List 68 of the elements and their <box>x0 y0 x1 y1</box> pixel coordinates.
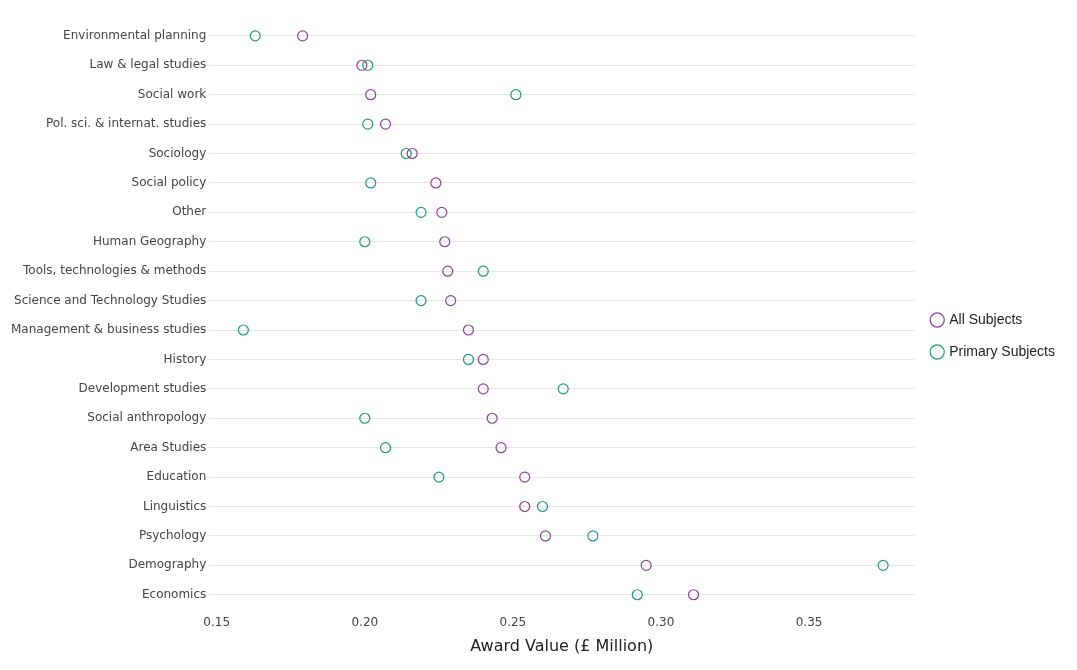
point <box>296 30 309 42</box>
y-tick-label: Education <box>146 469 207 484</box>
point <box>877 559 889 571</box>
point <box>442 265 454 277</box>
y-tick-label: Environmental planning <box>63 27 207 42</box>
point <box>477 383 489 395</box>
point <box>430 177 442 189</box>
point <box>462 324 475 336</box>
point <box>379 118 392 130</box>
y-tick-label: Management & business studies <box>10 322 207 337</box>
point <box>249 30 261 42</box>
point <box>439 236 451 248</box>
point <box>379 442 392 454</box>
point <box>539 530 552 542</box>
point <box>462 353 475 366</box>
point <box>519 500 531 513</box>
y-tick-label: Social policy <box>131 175 207 190</box>
point <box>631 589 643 601</box>
point <box>477 265 489 277</box>
y-tick-label: Tools, technologies & methods <box>22 263 207 278</box>
point <box>557 383 569 395</box>
point <box>400 147 412 160</box>
point <box>365 177 377 189</box>
point <box>495 442 507 454</box>
legend-label: Primary Subjects <box>949 342 1056 359</box>
y-tick-label: Sociology <box>148 145 207 160</box>
x-tick-label: 0.15 <box>203 614 231 629</box>
point <box>359 236 371 248</box>
y-tick-label: Law & legal studies <box>89 57 207 72</box>
y-tick-label: Science and Technology Studies <box>14 292 207 307</box>
point <box>362 118 374 130</box>
point <box>433 471 445 483</box>
point <box>359 412 371 424</box>
point <box>415 206 427 218</box>
point <box>436 206 448 218</box>
x-tick-label: 0.35 <box>795 614 823 629</box>
y-tick-label: Other <box>172 204 207 219</box>
y-tick-label: Linguistics <box>142 498 207 513</box>
point <box>415 294 427 307</box>
point <box>486 412 498 424</box>
point <box>477 353 489 366</box>
y-tick-label: Human Geography <box>92 233 207 248</box>
legend-label: All Subjects <box>949 310 1023 327</box>
point <box>536 500 549 513</box>
point <box>356 59 368 71</box>
y-tick-label: Pol. sci. & internat. studies <box>46 116 207 131</box>
point <box>519 471 531 483</box>
point <box>687 589 700 601</box>
point <box>406 147 418 160</box>
x-axis-title: Award Value (£ Million) <box>470 635 654 655</box>
y-tick-label: Economics <box>141 586 207 601</box>
point <box>237 324 249 336</box>
y-tick-label: Social work <box>137 86 207 101</box>
y-tick-label: Area Studies <box>130 439 207 454</box>
point <box>445 294 457 307</box>
point <box>640 559 652 571</box>
x-tick-label: 0.30 <box>647 614 675 629</box>
y-tick-label: Psychology <box>138 528 207 543</box>
point <box>365 89 377 101</box>
x-tick-label: 0.20 <box>351 614 379 629</box>
y-tick-label: History <box>163 351 207 366</box>
point <box>510 89 522 101</box>
y-tick-label: Demography <box>128 557 207 572</box>
y-tick-label: Social anthropology <box>87 410 207 425</box>
x-tick-label: 0.25 <box>499 614 527 629</box>
point <box>362 59 374 71</box>
y-tick-label: Development studies <box>78 380 207 395</box>
point <box>587 530 599 542</box>
